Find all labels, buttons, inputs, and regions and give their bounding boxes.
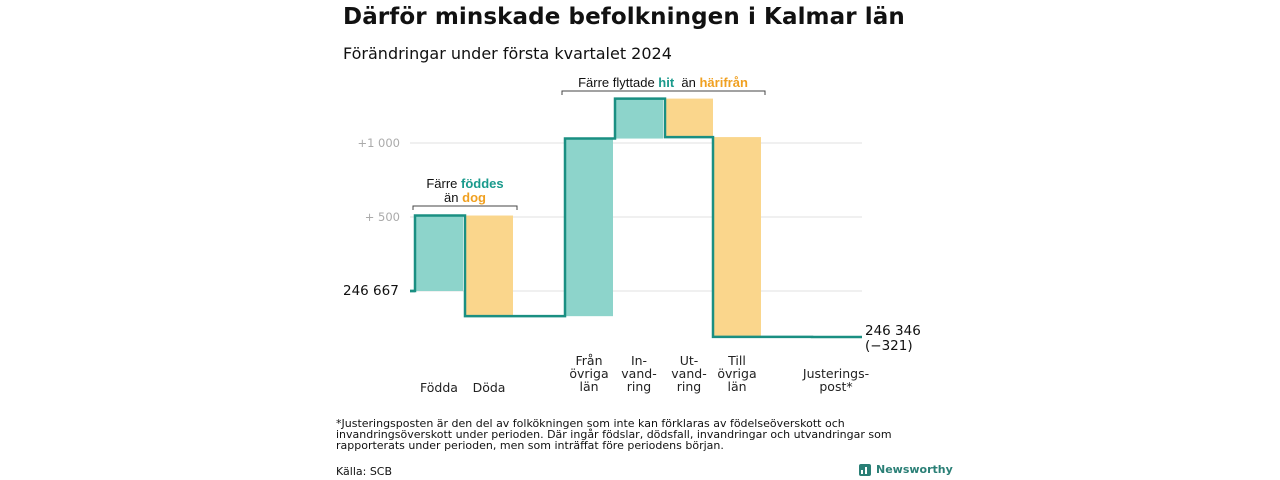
bar-doda bbox=[465, 215, 513, 317]
y-tick-label: + 500 bbox=[365, 210, 400, 224]
y-tick-label: +1 000 bbox=[357, 136, 400, 150]
end-change-label: (−321) bbox=[865, 338, 913, 354]
chart-subtitle: Förändringar under första kvartalet 2024 bbox=[343, 44, 672, 63]
annotation-births-line2: än dog bbox=[444, 190, 486, 205]
bar-fran bbox=[565, 138, 613, 317]
footnote: *Justeringsposten är den del av folkökni… bbox=[336, 417, 892, 452]
category-label-in: In-vand-ring bbox=[621, 353, 656, 394]
category-labels: Födda Döda Från övriga län In-vand-ring Ut-van… bbox=[420, 353, 869, 395]
y-axis-ticks: +1 000 + 500 bbox=[357, 136, 400, 224]
annotation-migration: Färre flyttade hit än härifrån bbox=[578, 75, 748, 90]
brand-logo: Newsworthy bbox=[859, 463, 953, 476]
waterfall-chart: +1 000 + 500 Födda Döda Från övriga län In-van… bbox=[343, 75, 921, 395]
category-label-just: Justerings-post* bbox=[802, 366, 869, 394]
annotation-births-bracket bbox=[412, 205, 518, 210]
category-label-fran: Från övriga län bbox=[569, 353, 608, 394]
bar-fodda bbox=[415, 215, 463, 291]
category-label-doda: Döda bbox=[473, 380, 506, 395]
annotation-births-line1: Färre föddes bbox=[426, 176, 503, 191]
start-value-label: 246 667 bbox=[343, 283, 399, 299]
annotation-migration-bracket bbox=[561, 90, 766, 95]
end-value-label: 246 346 bbox=[865, 323, 921, 339]
bar-in bbox=[615, 98, 663, 139]
running-total-path bbox=[410, 97, 862, 339]
running-total-line bbox=[410, 97, 862, 339]
category-label-till: Till övriga län bbox=[717, 353, 756, 394]
bar-till bbox=[713, 137, 761, 337]
bar-ut bbox=[665, 98, 713, 138]
newsworthy-icon bbox=[859, 463, 871, 476]
category-label-ut: Ut-vand-ring bbox=[671, 353, 706, 394]
bars bbox=[415, 98, 761, 337]
category-label-fodda: Födda bbox=[420, 380, 458, 395]
chart-title: Därför minskade befolkningen i Kalmar lä… bbox=[343, 4, 905, 30]
brand-name: Newsworthy bbox=[876, 463, 953, 476]
source-label: Källa: SCB bbox=[336, 465, 393, 478]
